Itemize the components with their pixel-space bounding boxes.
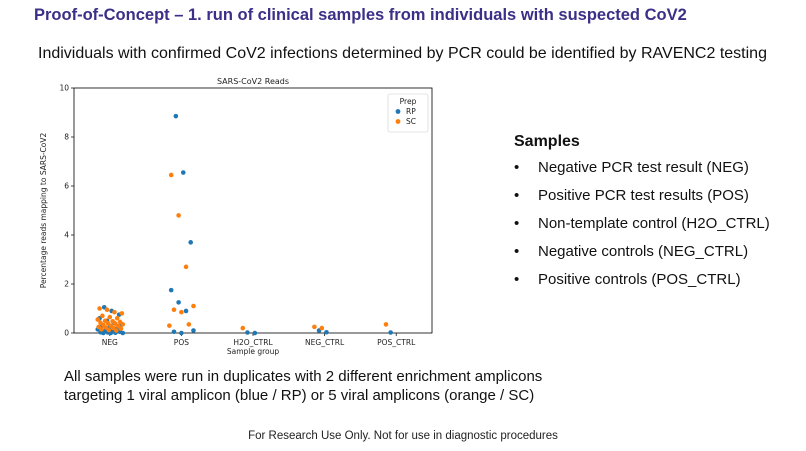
samples-list-item: • Negative PCR test result (NEG) bbox=[514, 159, 770, 176]
x-tick-label: H2O_CTRL bbox=[233, 338, 273, 347]
data-point-sc bbox=[99, 327, 104, 332]
data-point-sc bbox=[106, 327, 112, 333]
data-point-rp bbox=[252, 330, 258, 336]
data-point-rp bbox=[180, 170, 186, 175]
y-tick-label: 8 bbox=[64, 133, 69, 142]
strip-chart: SARS-CoV2 Reads 0 2 4 6 8 10 NEG POS H2O_CTRL NEG_… bbox=[32, 73, 442, 361]
samples-list-item: • Positive PCR test results (POS) bbox=[514, 187, 770, 204]
bullet: • bbox=[514, 243, 520, 260]
bullet: • bbox=[514, 215, 520, 232]
data-point-rp bbox=[168, 287, 174, 293]
data-point-sc bbox=[179, 309, 184, 315]
data-point-sc bbox=[168, 172, 174, 178]
chart-svg: SARS-CoV2 Reads 0 2 4 6 8 10 NEG POS H2O_CTRL NEG_… bbox=[39, 77, 433, 356]
x-tick-label: NEG_CTRL bbox=[305, 338, 345, 347]
headline: Individuals with confirmed CoV2 infectio… bbox=[38, 45, 767, 62]
bullet: • bbox=[514, 271, 520, 288]
samples-panel: Samples • Negative PCR test result (NEG) … bbox=[514, 133, 770, 299]
data-point-sc bbox=[100, 313, 105, 319]
y-axis-label: Percentage reads mapping to SARS-CoV2 bbox=[39, 133, 48, 289]
y-tick-label: 4 bbox=[64, 231, 69, 240]
y-tick-label: 6 bbox=[64, 182, 69, 191]
footnote-line: targeting 1 viral amplicon (blue / RP) o… bbox=[64, 387, 535, 404]
bullet: • bbox=[514, 159, 520, 176]
data-point-rp bbox=[101, 330, 106, 336]
data-point-rp bbox=[188, 240, 193, 245]
data-point-sc bbox=[114, 316, 120, 321]
data-point-rp bbox=[245, 330, 250, 335]
data-point-sc bbox=[312, 324, 317, 330]
samples-list-item: • Non-template control (H2O_CTRL) bbox=[514, 215, 770, 232]
y-tick-label: 0 bbox=[64, 329, 69, 338]
data-point-rp bbox=[120, 330, 126, 336]
legend-marker-sc bbox=[395, 119, 401, 124]
data-point-sc bbox=[104, 307, 110, 313]
legend-marker-rp bbox=[395, 109, 401, 114]
x-tick-label: NEG bbox=[102, 338, 118, 347]
data-point-sc bbox=[186, 322, 192, 327]
samples-item-label: Negative PCR test result (NEG) bbox=[538, 159, 749, 176]
data-point-sc bbox=[107, 314, 113, 320]
data-point-sc bbox=[118, 326, 124, 331]
disclaimer: For Research Use Only. Not for use in di… bbox=[248, 430, 558, 442]
x-tick-label: POS bbox=[174, 338, 189, 347]
data-point-sc bbox=[319, 325, 325, 331]
data-point-sc bbox=[112, 309, 117, 315]
samples-item-label: Non-template control (H2O_CTRL) bbox=[538, 215, 770, 232]
data-point-sc bbox=[240, 325, 246, 331]
samples-heading: Samples bbox=[514, 133, 580, 150]
chart-title: SARS-CoV2 Reads bbox=[217, 77, 289, 86]
data-point-sc bbox=[167, 323, 172, 328]
samples-list-item: • Positive controls (POS_CTRL) bbox=[514, 271, 770, 288]
data-point-rp bbox=[173, 113, 179, 119]
bullet: • bbox=[514, 187, 520, 204]
data-point-rp bbox=[191, 328, 196, 333]
legend-label-rp: RP bbox=[406, 107, 416, 116]
x-axis-label: Sample group bbox=[227, 347, 280, 356]
footnote: All samples were run in duplicates with … bbox=[64, 367, 542, 405]
plot-frame bbox=[73, 87, 433, 334]
data-point-sc bbox=[95, 317, 101, 322]
data-point-sc bbox=[191, 303, 196, 309]
samples-list: • Negative PCR test result (NEG) • Positiv… bbox=[514, 159, 770, 288]
data-point-sc bbox=[120, 322, 126, 327]
data-point-sc bbox=[97, 306, 102, 311]
samples-list-item: • Negative controls (NEG_CTRL) bbox=[514, 243, 770, 260]
data-point-rp bbox=[183, 308, 189, 314]
y-tick-label: 2 bbox=[64, 280, 69, 289]
data-point-sc bbox=[183, 264, 189, 270]
data-point-rp bbox=[171, 329, 177, 335]
legend-label-sc: SC bbox=[406, 117, 416, 126]
samples-item-label: Positive controls (POS_CTRL) bbox=[538, 271, 741, 288]
slide-title: Proof-of-Concept – 1. run of clinical sa… bbox=[34, 6, 687, 24]
footnote-line: All samples were run in duplicates with … bbox=[64, 368, 543, 385]
samples-item-label: Negative controls (NEG_CTRL) bbox=[538, 243, 749, 260]
data-point-rp bbox=[176, 300, 181, 305]
samples-item-label: Positive PCR test results (POS) bbox=[538, 187, 749, 204]
data-point-rp bbox=[388, 330, 393, 335]
data-point-rp bbox=[324, 329, 329, 335]
data-point-sc bbox=[119, 311, 125, 316]
data-point-rp bbox=[179, 330, 184, 336]
data-point-sc bbox=[171, 307, 177, 313]
y-tick-label: 10 bbox=[59, 84, 69, 93]
data-point-sc bbox=[383, 322, 389, 327]
data-point-sc bbox=[114, 328, 119, 333]
x-tick-label: POS_CTRL bbox=[377, 338, 416, 347]
legend-title: Prep bbox=[400, 97, 417, 106]
data-point-sc bbox=[176, 213, 181, 218]
